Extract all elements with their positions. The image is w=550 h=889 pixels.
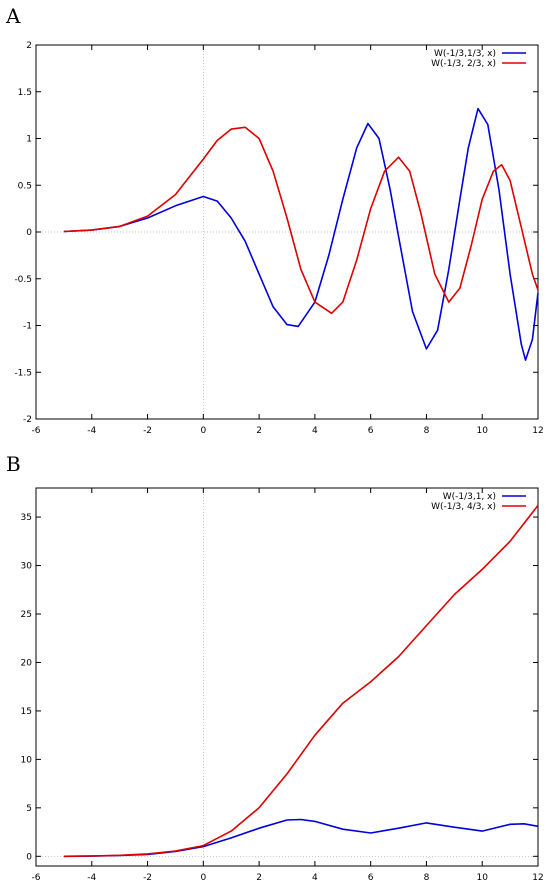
legend-label-2: W(-1/3, 4/3, x) <box>431 502 496 512</box>
x-tick-label: 6 <box>368 873 374 883</box>
y-tick-label: 10 <box>21 755 33 765</box>
chart-a: -6 -4 -2 0 2 4 6 8 10 12 -2 -1.5 -1 -0.5 0 0.5 1 1.5 2 W(-1… <box>14 41 543 436</box>
y-tick-label: -2 <box>23 415 32 425</box>
x-tick-label: -2 <box>143 426 152 436</box>
y-tick-label: 5 <box>26 804 32 814</box>
y-tick-label: 15 <box>21 707 32 717</box>
y-tick-label: -1.5 <box>14 368 32 378</box>
x-tick-label: 10 <box>476 426 488 436</box>
y-tick-label: 1 <box>26 135 32 145</box>
x-tick-label: 4 <box>312 873 318 883</box>
x-tick-label: 2 <box>256 873 262 883</box>
x-tick-label: 0 <box>200 873 206 883</box>
panel-a-label: A <box>6 4 21 28</box>
x-tick-label: -4 <box>87 873 96 883</box>
x-tick-label: -2 <box>143 873 152 883</box>
y-tick-label: -0.5 <box>14 275 32 285</box>
x-tick-label: 8 <box>424 873 430 883</box>
x-tick-label: -6 <box>32 426 41 436</box>
x-tick-label: 8 <box>424 426 430 436</box>
y-tick-label: 25 <box>21 610 32 620</box>
x-tick-label: 12 <box>532 873 543 883</box>
panel-b-label: B <box>6 452 21 476</box>
y-tick-label: 35 <box>21 513 32 523</box>
x-tick-label: 12 <box>532 426 543 436</box>
legend-label-1: W(-1/3,1, x) <box>443 492 496 502</box>
y-tick-label: 1.5 <box>18 88 32 98</box>
x-tick-label: 10 <box>476 873 488 883</box>
y-tick-label: 0.5 <box>18 181 32 191</box>
x-tick-label: -4 <box>87 426 96 436</box>
series-line-1 <box>63 818 539 858</box>
series-line-2 <box>63 504 539 858</box>
plot-frame <box>35 487 539 867</box>
x-tick-label: 2 <box>256 426 262 436</box>
y-tick-label: 0 <box>26 852 32 862</box>
series-line-2 <box>63 126 539 315</box>
x-tick-label: -6 <box>32 873 41 883</box>
y-tick-label: 30 <box>21 562 33 572</box>
y-tick-label: -1 <box>23 322 32 332</box>
y-tick-label: 20 <box>21 658 33 668</box>
legend-label-1: W(-1/3,1/3, x) <box>434 49 496 59</box>
legend-label-2: W(-1/3, 2/3, x) <box>431 59 496 69</box>
x-tick-label: 6 <box>368 426 374 436</box>
y-tick-label: 0 <box>26 228 32 238</box>
y-tick-label: 2 <box>26 41 32 51</box>
series-line-1 <box>63 107 539 361</box>
x-tick-label: 4 <box>312 426 318 436</box>
chart-b: -6 -4 -2 0 2 4 6 8 10 12 0 5 10 15 20 25 30 35 W(-1/3,1, x… <box>21 487 544 883</box>
x-tick-label: 0 <box>200 426 206 436</box>
